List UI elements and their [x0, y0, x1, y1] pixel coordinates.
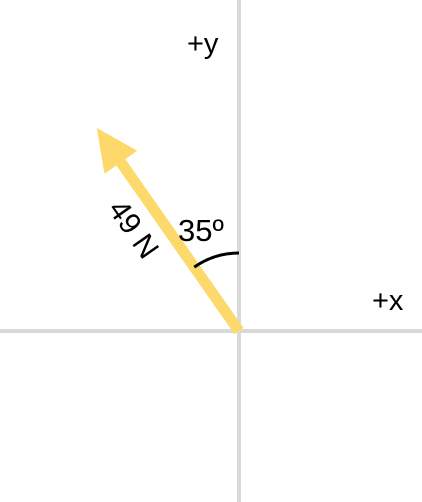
y-axis-label: +y	[187, 28, 219, 60]
force-vector-arrowhead	[96, 127, 138, 174]
force-vector-shaft	[115, 157, 244, 335]
x-axis-label: +x	[372, 285, 404, 317]
angle-arc	[193, 251, 240, 269]
angle-label: 35º	[178, 213, 224, 248]
